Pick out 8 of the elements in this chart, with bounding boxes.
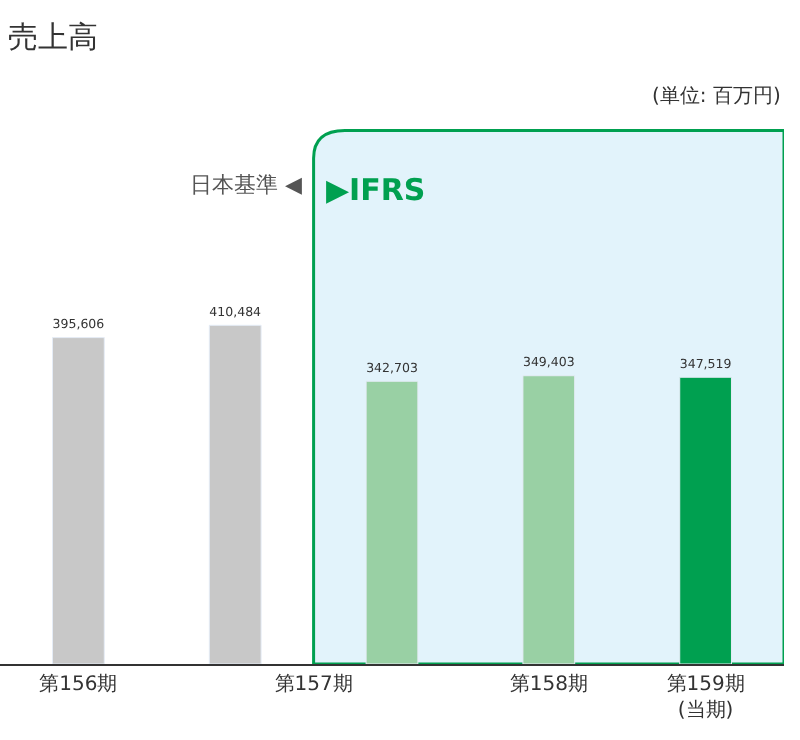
text: (単位: 百万円): [652, 84, 781, 108]
chart-title: 売上高: [8, 18, 98, 55]
band-label: ▶IFRS: [326, 172, 426, 208]
x-tick-label: 第156期: [39, 672, 118, 696]
text: 日本基準 ◀: [190, 172, 303, 198]
x-tick-label: 第158期: [509, 672, 588, 696]
x-tick-label: 第157期: [274, 672, 353, 696]
x-tick-label: 第159期 (当期): [666, 672, 745, 722]
